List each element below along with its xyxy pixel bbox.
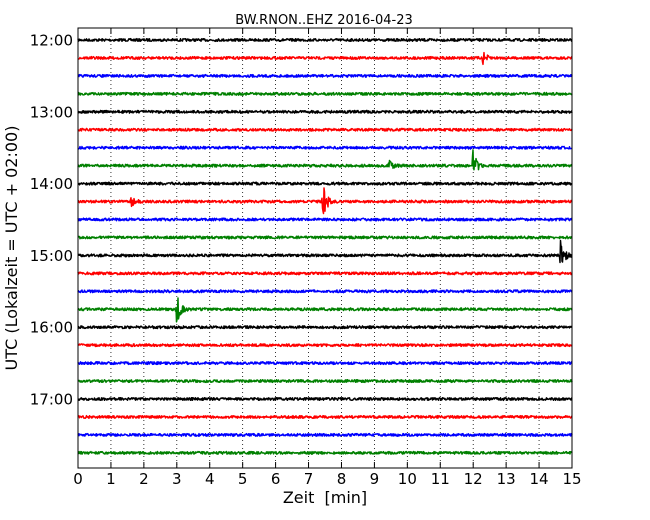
x-tick-label: 13 — [497, 470, 516, 488]
trace-line — [77, 235, 573, 240]
y-tick-label: 16:00 — [30, 319, 73, 337]
trace-line — [77, 297, 573, 323]
x-tick-label: 3 — [172, 470, 182, 488]
x-axis-label: Zeit [min] — [283, 488, 367, 507]
x-tick-label: 10 — [398, 470, 417, 488]
y-axis-label: UTC (Lokalzeit = UTC + 02:00) — [2, 126, 21, 371]
x-tick-label: 15 — [562, 470, 581, 488]
y-axis-ticks: 12:00 13:00 14:00 15:00 16:00 17:00 — [30, 32, 572, 409]
trace-line — [77, 450, 573, 455]
x-tick-label: 6 — [271, 470, 281, 488]
vertical-grid — [110, 28, 540, 468]
trace-line — [77, 396, 573, 402]
trace-line — [77, 325, 573, 330]
y-tick-label: 13:00 — [30, 103, 73, 121]
y-tick-label: 12:00 — [30, 32, 73, 50]
x-tick-label: 2 — [139, 470, 149, 488]
trace-line — [77, 145, 573, 150]
x-tick-label: 11 — [431, 470, 450, 488]
trace-line — [77, 51, 573, 66]
x-axis-ticks: 0 1 2 3 4 5 6 7 8 9 10 11 12 13 14 15 — [73, 28, 582, 488]
x-tick-label: 7 — [304, 470, 314, 488]
y-tick-label: 15:00 — [30, 247, 73, 265]
trace-line — [77, 37, 573, 43]
trace-line — [77, 187, 573, 215]
y-tick-label: 14:00 — [30, 175, 73, 193]
trace-line — [77, 127, 573, 132]
trace-line — [77, 361, 573, 366]
trace-line — [77, 414, 573, 419]
y-tick-label: 17:00 — [30, 391, 73, 409]
trace-line — [77, 289, 573, 294]
trace-line — [77, 181, 573, 186]
trace-line — [77, 109, 573, 114]
x-tick-label: 4 — [205, 470, 215, 488]
trace-line — [77, 73, 573, 78]
trace-line — [77, 343, 573, 348]
plot-frame — [77, 27, 573, 469]
x-tick-label: 8 — [337, 470, 347, 488]
trace-line — [77, 239, 573, 264]
trace-line — [77, 91, 573, 96]
x-tick-label: 14 — [530, 470, 549, 488]
x-tick-label: 12 — [464, 470, 483, 488]
traces — [77, 37, 573, 455]
x-tick-label: 5 — [238, 470, 248, 488]
x-tick-label: 0 — [73, 470, 83, 488]
trace-line — [77, 432, 573, 437]
trace-line — [77, 217, 573, 222]
chart-title: BW.RNON..EHZ 2016-04-23 — [235, 13, 413, 28]
x-tick-label: 9 — [370, 470, 380, 488]
x-tick-label: 1 — [106, 470, 116, 488]
trace-line — [77, 149, 573, 171]
trace-line — [77, 379, 573, 384]
trace-line — [77, 271, 573, 276]
